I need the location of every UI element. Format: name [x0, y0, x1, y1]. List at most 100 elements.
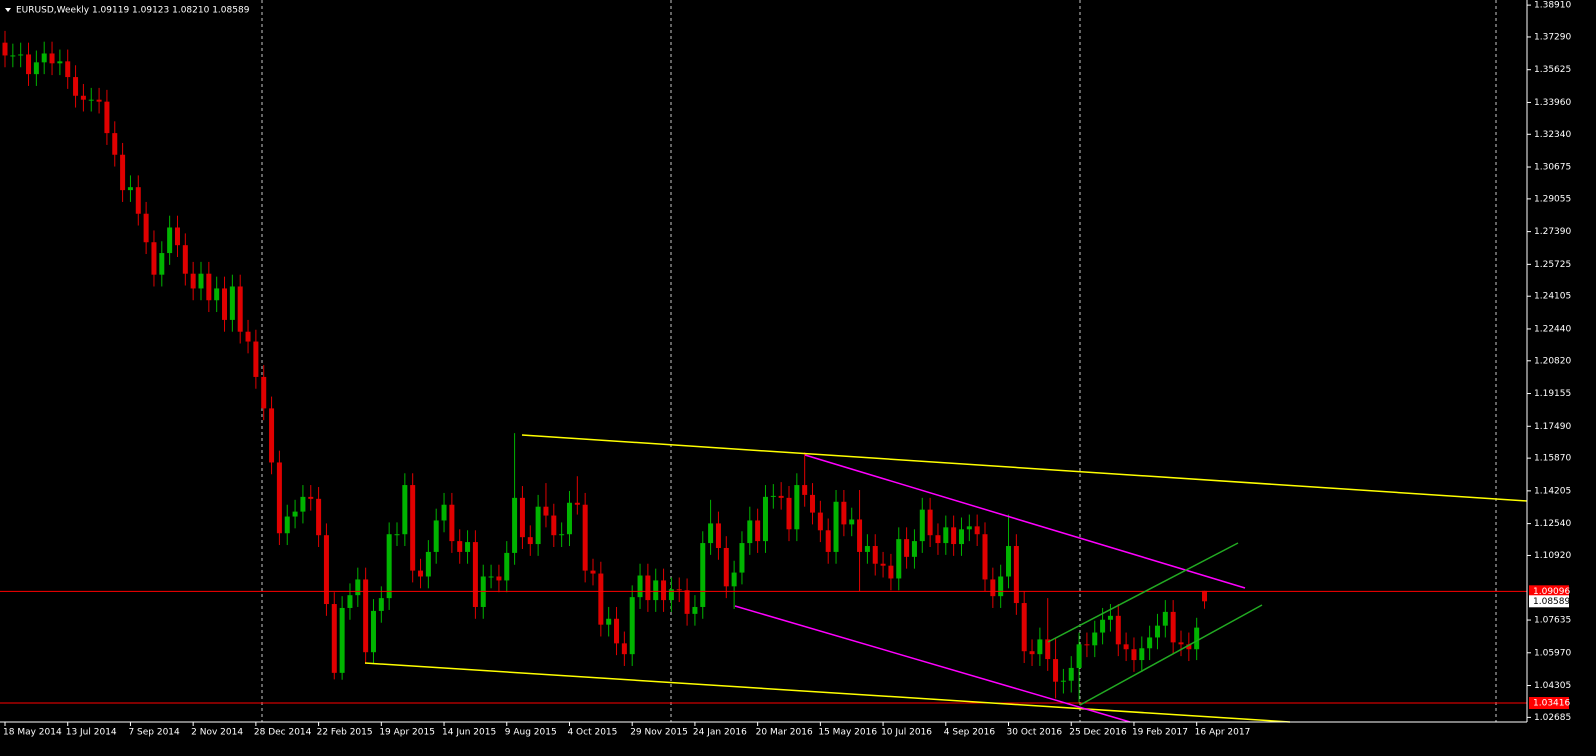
- candle-body: [1060, 680, 1066, 682]
- chart-title: EURUSD,Weekly 1.09119 1.09123 1.08210 1.…: [16, 6, 250, 16]
- candle-body: [629, 597, 635, 655]
- current-price-label: 1.08589: [1533, 597, 1570, 607]
- candle-body: [574, 502, 580, 505]
- candle-body: [1131, 649, 1137, 661]
- candle-body: [1139, 648, 1145, 661]
- candle-body: [1147, 637, 1153, 649]
- labels: 1.38910 1.37290 1.35625 1.33960 1.32340 1.306…: [3, 1, 1571, 738]
- candle-body: [323, 535, 329, 605]
- x-tick-label: 9 Aug 2015: [505, 728, 557, 738]
- candle-body: [449, 504, 455, 542]
- x-tick-label: 14 Jun 2015: [442, 728, 496, 738]
- menu-arrow[interactable]: [5, 8, 11, 12]
- candle-body: [762, 496, 768, 542]
- y-tick-label: 1.17490: [1534, 422, 1571, 432]
- candle-body: [292, 511, 298, 517]
- y-tick-label: 1.33960: [1534, 98, 1571, 108]
- candle-body: [1068, 667, 1074, 681]
- candle-body: [1084, 644, 1090, 646]
- candle-body: [57, 61, 63, 64]
- candle-body: [527, 537, 533, 545]
- candle-body: [331, 604, 337, 673]
- candle-body: [880, 563, 886, 566]
- x-tick-label: 25 Dec 2016: [1069, 728, 1127, 738]
- candle-body: [951, 527, 957, 545]
- candle-body: [284, 516, 290, 534]
- candle-body: [26, 54, 32, 75]
- trend-line: [804, 454, 1246, 589]
- y-tick-label: 1.19155: [1534, 389, 1571, 399]
- candle-body: [80, 95, 86, 100]
- y-tick-label: 1.07635: [1534, 616, 1571, 626]
- candle-body: [182, 245, 188, 274]
- candle-body: [1194, 627, 1200, 650]
- candle-body: [653, 580, 659, 601]
- candle-body: [127, 187, 133, 191]
- candle-body: [739, 543, 745, 573]
- candle-body: [958, 529, 964, 545]
- y-tick-label: 1.27390: [1534, 227, 1571, 237]
- candle-body: [904, 539, 910, 557]
- candle-body: [1170, 611, 1176, 643]
- marks: [0, 30, 1527, 704]
- candle-body: [606, 618, 612, 625]
- candle-body: [237, 286, 243, 332]
- x-tick-label: 16 Apr 2017: [1195, 728, 1251, 738]
- candle-body: [974, 526, 980, 535]
- candle-body: [143, 213, 149, 243]
- candle-body: [425, 551, 431, 577]
- candle-body: [982, 534, 988, 580]
- candle-body: [1107, 615, 1113, 620]
- candle-body: [394, 534, 400, 536]
- x-tick-label: 29 Nov 2015: [630, 728, 688, 738]
- x-tick-label: 7 Sep 2014: [128, 728, 180, 738]
- candle-body: [1029, 651, 1035, 655]
- candle-body: [621, 643, 627, 655]
- candle-body: [441, 504, 447, 521]
- candle-body: [747, 520, 753, 544]
- candle-body: [700, 543, 706, 607]
- candle-body: [692, 606, 698, 614]
- candle-body: [1100, 619, 1106, 633]
- candle-body: [206, 273, 212, 301]
- trend-line: [1079, 604, 1263, 706]
- candle-body: [810, 494, 816, 513]
- y-tick-label: 1.35625: [1534, 65, 1571, 75]
- candle-body: [966, 526, 972, 530]
- x-tick-label: 28 Dec 2014: [254, 728, 312, 738]
- candle-body: [896, 539, 902, 579]
- candle-body: [167, 227, 173, 254]
- candle-body: [637, 575, 643, 598]
- candle-body: [919, 509, 925, 542]
- candle-body: [731, 572, 737, 587]
- candle-body: [778, 495, 784, 498]
- y-tick-label: 1.02685: [1534, 713, 1571, 723]
- candle-body: [347, 595, 353, 608]
- candle-body: [386, 534, 392, 599]
- candle-body: [261, 376, 267, 409]
- candle-body: [864, 546, 870, 552]
- x-tick-label: 15 May 2016: [818, 728, 877, 738]
- candle-body: [1076, 644, 1082, 668]
- price-label: 1.09096: [1533, 587, 1570, 597]
- candle-body: [457, 541, 463, 552]
- y-tick-label: 1.22440: [1534, 324, 1571, 334]
- trend-line: [734, 605, 1131, 723]
- candle-body: [308, 496, 314, 499]
- x-tick-label: 19 Feb 2017: [1132, 728, 1188, 738]
- candle-body: [559, 534, 565, 536]
- x-tick-label: 30 Oct 2016: [1007, 728, 1063, 738]
- price-label: 1.03416: [1533, 699, 1570, 709]
- candle-body: [488, 576, 494, 578]
- candle-body: [269, 408, 275, 463]
- x-tick-label: 22 Feb 2015: [317, 728, 373, 738]
- candle-body: [112, 133, 118, 155]
- trend-line: [521, 434, 1528, 502]
- candle-body: [496, 576, 502, 581]
- candle-body: [668, 589, 674, 601]
- y-tick-label: 1.05970: [1534, 648, 1571, 658]
- candle-body: [927, 509, 933, 536]
- candle-body: [590, 570, 596, 574]
